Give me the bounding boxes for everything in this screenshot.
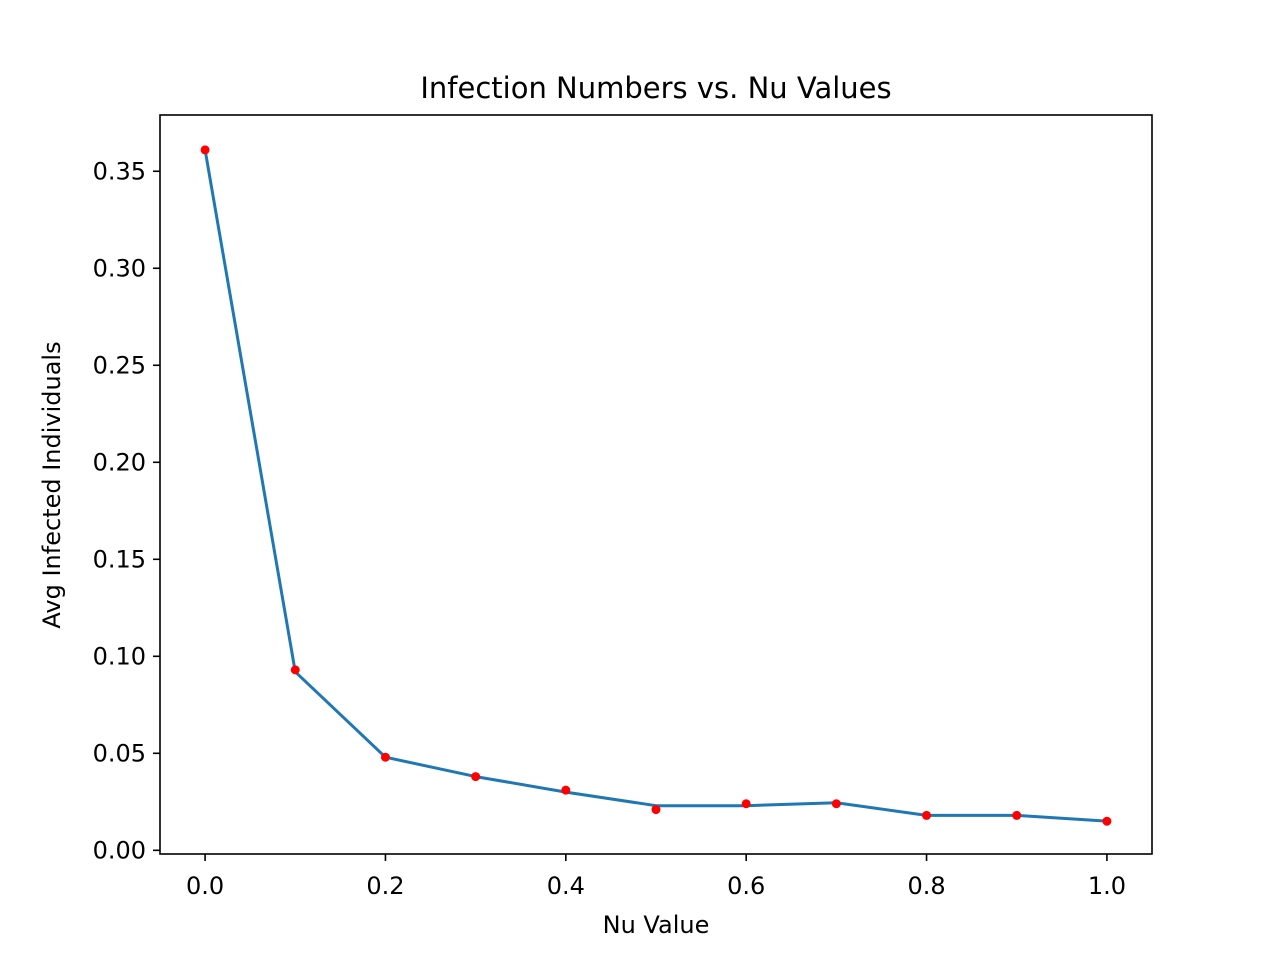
y-tick-label: 0.30 — [93, 254, 146, 282]
y-tick-label: 0.00 — [93, 836, 146, 864]
data-point — [831, 799, 841, 809]
y-axis-label: Avg Infected Individuals — [38, 341, 66, 628]
data-point — [200, 145, 210, 155]
data-point — [651, 805, 661, 815]
x-axis-label: Nu Value — [603, 911, 710, 939]
y-tick-label: 0.25 — [93, 351, 146, 379]
y-tick-label: 0.15 — [93, 545, 146, 573]
data-point — [1102, 816, 1112, 826]
data-point — [290, 665, 300, 675]
plot-series — [200, 145, 1112, 826]
x-tick-label: 0.2 — [366, 872, 404, 900]
y-tick-label: 0.20 — [93, 448, 146, 476]
y-tick-label: 0.05 — [93, 739, 146, 767]
y-tick-label: 0.35 — [93, 157, 146, 185]
y-tick-label: 0.10 — [93, 642, 146, 670]
x-tick-label: 1.0 — [1088, 872, 1126, 900]
x-tick-label: 0.4 — [547, 872, 585, 900]
x-tick-label: 0.8 — [907, 872, 945, 900]
chart-title: Infection Numbers vs. Nu Values — [420, 71, 891, 105]
x-tick-label: 0.0 — [186, 872, 224, 900]
data-point — [471, 772, 481, 782]
x-tick-label: 0.6 — [727, 872, 765, 900]
data-point — [741, 799, 751, 809]
data-point — [561, 785, 571, 795]
data-point — [1012, 810, 1022, 820]
data-point — [380, 752, 390, 762]
plot-frame — [159, 114, 1153, 855]
data-point — [922, 810, 932, 820]
axis-ticks: 0.0 0.2 0.4 0.6 0.8 1.0 0.00 0.05 0.10 0.15 0.20 0.… — [93, 157, 1126, 900]
